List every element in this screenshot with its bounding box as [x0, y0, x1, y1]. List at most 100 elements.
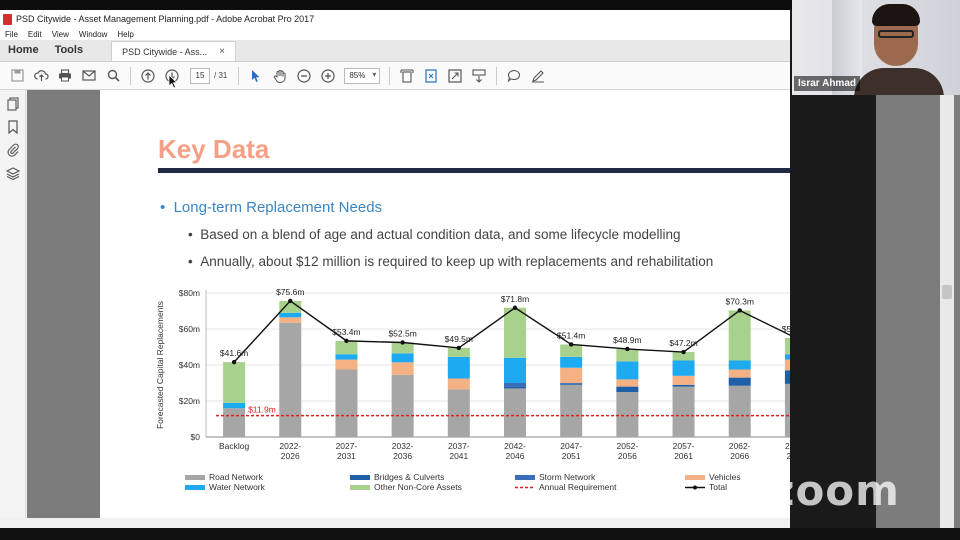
legend-swatch — [685, 475, 705, 480]
bar-segment — [616, 392, 639, 437]
x-tick-label: 2051 — [562, 451, 581, 461]
bar-segment — [335, 354, 358, 360]
upload-cloud-icon[interactable] — [31, 66, 51, 86]
total-point — [288, 298, 293, 304]
legend-label: Storm Network — [539, 472, 596, 482]
bar-segment — [447, 389, 470, 437]
total-data-label: $52.5m — [388, 329, 416, 339]
annual-requirement-label: $11.9m — [248, 405, 276, 415]
title-rule — [158, 168, 790, 173]
total-point — [512, 305, 518, 310]
select-cursor-icon[interactable] — [246, 66, 266, 86]
bar-segment — [672, 375, 695, 385]
x-tick-label: 2026 — [281, 451, 300, 461]
total-point — [456, 345, 462, 351]
close-tab-icon[interactable]: × — [219, 46, 225, 57]
x-tick-label: 2047- — [560, 441, 582, 451]
bar-segment — [560, 383, 583, 384]
pen-sign-icon[interactable] — [528, 66, 548, 86]
y-tick-label: $20m — [179, 396, 200, 406]
window-title: PSD Citywide - Asset Management Planning… — [16, 14, 315, 24]
legend-swatch — [185, 475, 205, 480]
participant-glasses — [878, 30, 914, 38]
x-tick-label: 2071 — [786, 451, 790, 461]
x-tick-label: 2022- — [279, 441, 301, 451]
total-data-label: $55.0m — [782, 324, 790, 334]
document-area[interactable]: Key Data • Long-term Replacement Needs •… — [27, 90, 790, 518]
fit-width-icon[interactable] — [397, 66, 417, 86]
page-thumbnails-icon[interactable] — [3, 95, 23, 113]
tab-home[interactable]: Home — [8, 44, 39, 56]
total-data-label: $75.6m — [276, 287, 304, 297]
bar-segment — [223, 362, 246, 403]
tab-tools[interactable]: Tools — [54, 44, 84, 56]
navigation-panel — [0, 90, 26, 518]
webcam-video: Israr Ahmad — [792, 0, 960, 95]
bookmark-icon[interactable] — [3, 118, 23, 136]
legend-label: Annual Requirement — [539, 482, 617, 492]
bar-segment — [391, 353, 414, 363]
bar-segment — [560, 367, 583, 383]
legend-label: Total — [709, 482, 727, 492]
bar-segment — [728, 369, 751, 378]
hand-tool-icon[interactable] — [270, 66, 290, 86]
search-icon[interactable] — [103, 66, 123, 86]
email-icon[interactable] — [79, 66, 99, 86]
x-tick-label: 2037- — [448, 441, 470, 451]
menu-view[interactable]: View — [51, 29, 69, 39]
print-icon[interactable] — [55, 66, 75, 86]
document-tab-label: PSD Citywide - Ass... — [122, 46, 208, 57]
save-icon[interactable] — [7, 66, 27, 86]
bullet-a: • Based on a blend of age and actual con… — [188, 227, 681, 242]
bar-segment — [223, 408, 246, 437]
full-screen-icon[interactable] — [445, 66, 465, 86]
bar-segment — [728, 385, 751, 437]
bar-segment — [335, 369, 358, 437]
bar-segment — [616, 379, 639, 387]
scroll-mode-icon[interactable] — [469, 66, 489, 86]
pdf-page: Key Data • Long-term Replacement Needs •… — [100, 90, 790, 518]
fit-page-icon[interactable] — [421, 66, 441, 86]
x-tick-label: 2061 — [674, 451, 693, 461]
pdf-icon — [3, 13, 12, 25]
y-tick-label: $40m — [179, 360, 200, 370]
zoom-out-icon[interactable] — [294, 66, 314, 86]
zoom-in-icon[interactable] — [318, 66, 338, 86]
layers-icon[interactable] — [3, 164, 23, 182]
bar-segment — [447, 356, 470, 379]
bullet-main: • Long-term Replacement Needs — [160, 199, 383, 216]
menu-file[interactable]: File — [5, 29, 18, 39]
x-tick-label: 2041 — [449, 451, 468, 461]
vertical-scrollbar[interactable] — [940, 90, 954, 528]
total-data-label: $49.5m — [445, 334, 473, 344]
menu-window[interactable]: Window — [78, 29, 108, 39]
comment-icon[interactable] — [504, 66, 524, 86]
bar-segment — [279, 322, 302, 437]
scrollbar-thumb[interactable] — [942, 285, 952, 299]
attachment-icon[interactable] — [3, 141, 23, 159]
x-tick-label: 2027- — [336, 441, 358, 451]
bar-segment — [728, 360, 751, 370]
bar-segment — [672, 386, 695, 437]
menu-edit[interactable]: Edit — [27, 29, 42, 39]
bar-segment — [391, 342, 414, 354]
total-data-label: $41.6m — [220, 348, 248, 358]
bar-segment — [784, 370, 790, 384]
menu-bar: File Edit View Window Help — [0, 28, 790, 40]
previous-page-icon[interactable] — [138, 66, 158, 86]
toolbar-separator — [238, 66, 240, 85]
x-tick-label: 2057- — [673, 441, 695, 451]
x-tick-label: 2032- — [392, 441, 414, 451]
legend-label: Vehicles — [709, 472, 741, 482]
zoom-level-select[interactable]: 85% — [344, 67, 381, 84]
slide-title: Key Data — [158, 134, 270, 164]
menu-help[interactable]: Help — [117, 29, 134, 39]
total-data-label: $53.4m — [332, 327, 360, 337]
bar-segment — [335, 340, 358, 355]
bar-segment — [391, 362, 414, 375]
next-page-icon[interactable] — [162, 66, 182, 89]
page-number-input[interactable]: 15 — [190, 67, 210, 84]
bottom-bar — [0, 528, 960, 540]
tab-document[interactable]: PSD Citywide - Ass... × — [111, 41, 236, 61]
bar-segment — [447, 347, 470, 357]
